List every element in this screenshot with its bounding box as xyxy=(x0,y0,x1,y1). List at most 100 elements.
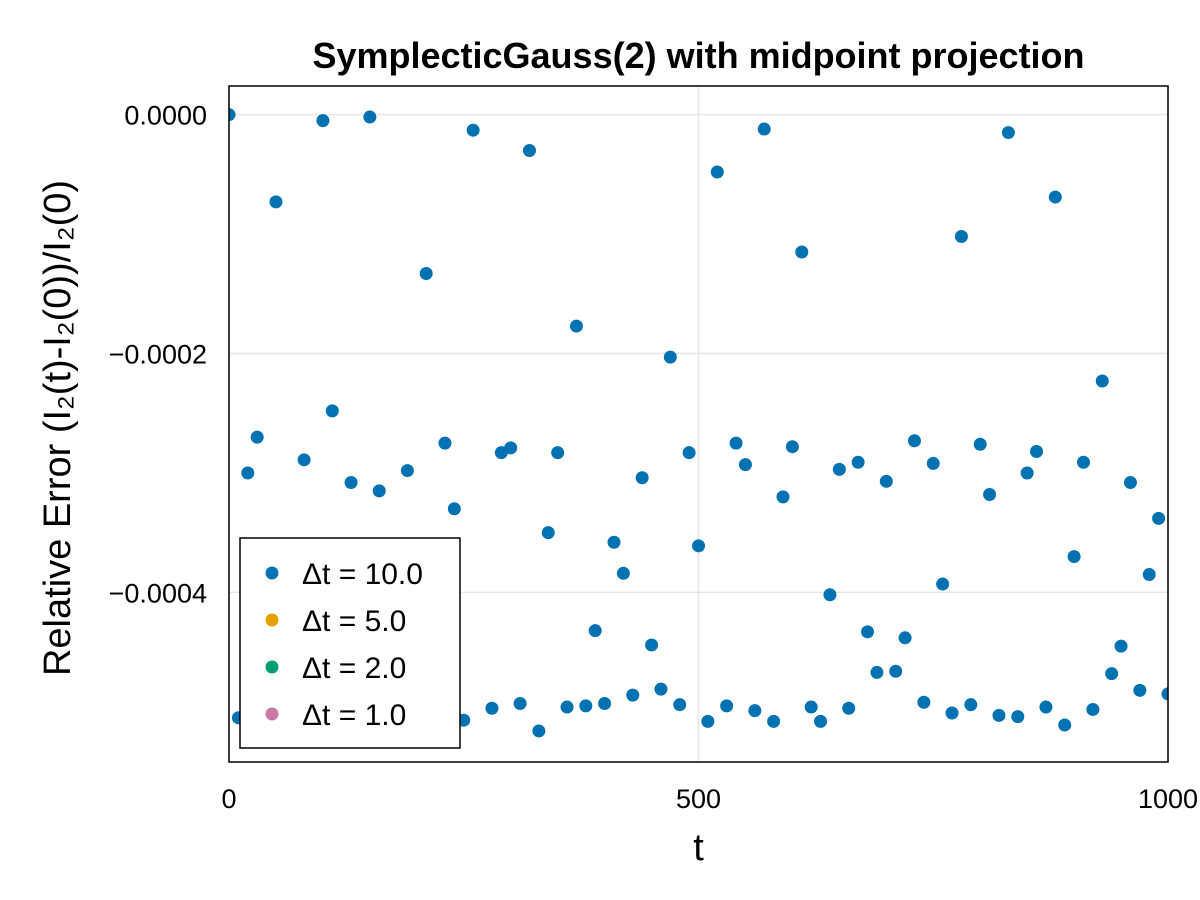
data-point xyxy=(229,108,236,122)
data-point xyxy=(1161,687,1168,701)
data-point xyxy=(851,455,865,469)
x-axis-label: t xyxy=(693,827,704,869)
data-point xyxy=(917,695,931,709)
data-point xyxy=(654,682,668,696)
data-point xyxy=(626,688,640,702)
data-point xyxy=(692,539,705,553)
data-point xyxy=(532,724,546,738)
data-point xyxy=(372,484,386,498)
data-point xyxy=(297,453,311,467)
data-point xyxy=(1133,683,1147,697)
legend-marker xyxy=(265,566,279,580)
data-point xyxy=(682,446,696,460)
data-point xyxy=(579,699,593,713)
data-point xyxy=(588,624,602,638)
legend-label: Δt = 10.0 xyxy=(302,558,423,591)
data-point xyxy=(748,704,762,718)
y-tick-label: −0.0004 xyxy=(109,578,207,608)
data-point xyxy=(907,434,921,448)
data-point xyxy=(898,631,912,645)
data-point xyxy=(363,110,377,124)
data-point xyxy=(889,664,903,678)
data-point xyxy=(945,706,959,720)
data-point xyxy=(701,714,715,728)
data-point xyxy=(1039,700,1053,714)
legend: Δt = 10.0 Δt = 5.0 Δt = 2.0 Δt = 1.0 xyxy=(239,537,461,749)
data-point xyxy=(316,114,330,128)
data-point xyxy=(992,708,1006,722)
y-tick-label: 0.0000 xyxy=(124,101,207,131)
data-point xyxy=(1123,476,1137,490)
data-point xyxy=(964,698,978,712)
data-point xyxy=(447,502,461,516)
data-point xyxy=(325,404,339,418)
x-tick-label: 500 xyxy=(676,784,721,814)
data-point xyxy=(954,229,968,243)
data-point xyxy=(738,458,752,472)
data-point xyxy=(504,441,518,455)
data-point xyxy=(1076,455,1090,469)
data-point xyxy=(1067,550,1081,564)
data-point xyxy=(541,526,555,540)
data-point xyxy=(879,474,893,488)
data-point xyxy=(607,535,621,549)
y-tick-label: −0.0002 xyxy=(109,340,207,370)
data-point xyxy=(466,123,480,137)
data-point xyxy=(1142,567,1156,581)
data-point xyxy=(598,696,612,710)
data-point xyxy=(560,700,574,714)
data-point xyxy=(1020,466,1034,480)
plot-area xyxy=(229,108,1168,738)
data-point xyxy=(823,588,837,602)
data-point xyxy=(673,698,687,712)
data-point xyxy=(645,638,659,652)
data-point xyxy=(400,464,414,478)
data-point xyxy=(616,566,630,580)
data-point xyxy=(861,625,875,639)
series xyxy=(229,108,1168,738)
data-point xyxy=(785,440,799,454)
data-point xyxy=(842,701,856,715)
data-point xyxy=(1001,126,1015,140)
data-point xyxy=(832,462,846,476)
data-point xyxy=(795,245,809,259)
legend-label: Δt = 2.0 xyxy=(302,652,406,685)
data-point xyxy=(635,471,649,485)
legend-label: Δt = 5.0 xyxy=(302,605,406,638)
data-point xyxy=(241,466,255,480)
data-points xyxy=(229,108,1168,738)
data-point xyxy=(776,490,790,504)
data-point xyxy=(1058,718,1072,732)
data-point xyxy=(720,699,734,713)
data-point xyxy=(936,577,950,591)
axis-ticks: 0 500 1000 0.0000 −0.0002 −0.0004 xyxy=(109,101,1198,814)
data-point xyxy=(522,143,536,157)
data-point xyxy=(1086,702,1100,716)
data-point xyxy=(344,476,358,490)
data-point xyxy=(757,122,771,136)
data-point xyxy=(1095,374,1109,388)
legend-marker xyxy=(265,660,279,674)
data-point xyxy=(1114,639,1128,653)
data-point xyxy=(767,714,781,728)
data-point xyxy=(804,700,818,714)
data-point xyxy=(438,436,452,450)
data-point xyxy=(513,696,527,710)
data-point xyxy=(983,487,997,501)
plot-frame xyxy=(228,85,1169,763)
data-point xyxy=(485,701,499,715)
data-point xyxy=(551,446,565,460)
chart-title: SymplecticGauss(2) with midpoint project… xyxy=(312,35,1084,76)
legend-marker xyxy=(265,707,279,721)
data-point xyxy=(926,456,940,470)
data-point xyxy=(1152,511,1166,525)
data-point xyxy=(870,665,884,679)
data-point xyxy=(250,430,264,444)
data-point xyxy=(1011,710,1025,724)
data-point xyxy=(269,195,283,209)
data-point xyxy=(1105,667,1119,681)
legend-marker xyxy=(265,613,279,627)
y-axis-label: Relative Error (I₂(t)-I₂(0))/I₂(0) xyxy=(37,180,79,676)
